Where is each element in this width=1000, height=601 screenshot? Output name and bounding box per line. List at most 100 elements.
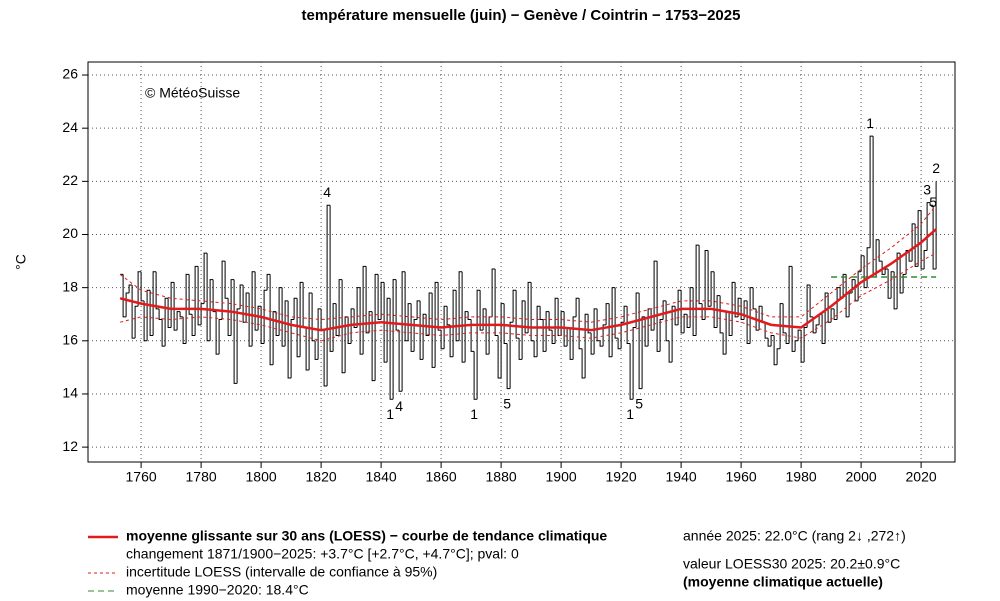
step-segment — [710, 271, 715, 307]
step-segment — [482, 308, 487, 331]
x-tick-label: 1840 — [366, 469, 397, 485]
step-segment — [266, 273, 271, 291]
step-segment — [689, 287, 694, 328]
step-segment — [737, 297, 742, 317]
step-segment — [350, 308, 355, 344]
step-segment — [857, 271, 862, 301]
step-segment — [155, 271, 160, 310]
step-segment — [908, 250, 913, 262]
rank-annotation: 3 — [923, 181, 931, 197]
step-segment — [203, 252, 208, 304]
step-segment — [677, 289, 682, 325]
step-segment — [491, 268, 496, 317]
step-segment — [893, 271, 898, 310]
x-tick-label: 1860 — [426, 469, 457, 485]
step-segment — [197, 266, 202, 326]
step-segment — [593, 308, 598, 355]
step-segment — [302, 282, 307, 329]
step-segment — [428, 292, 433, 336]
step-segment — [212, 279, 217, 313]
step-segment — [410, 303, 415, 352]
step-segment — [590, 332, 595, 355]
step-segment — [776, 348, 781, 365]
step-segment — [734, 282, 739, 318]
step-segment — [824, 292, 829, 344]
step-segment — [752, 287, 757, 310]
step-segment — [356, 287, 361, 328]
step-segment — [311, 292, 316, 342]
y-tick-label: 20 — [62, 225, 78, 241]
ci-lower — [119, 252, 937, 342]
step-segment — [680, 290, 685, 334]
step-segment — [719, 295, 724, 334]
step-segment — [134, 305, 139, 339]
step-segment — [830, 308, 835, 323]
step-segment — [431, 292, 436, 368]
step-segment — [548, 311, 553, 331]
step-segment — [218, 319, 223, 355]
step-segment — [782, 303, 787, 334]
step-segment — [533, 340, 538, 358]
step-segment — [506, 343, 511, 390]
step-segment — [524, 300, 529, 334]
step-segment — [341, 279, 346, 374]
step-segment — [755, 308, 760, 331]
step-segment — [866, 247, 871, 288]
step-segment — [200, 303, 205, 325]
step-segment — [314, 340, 319, 360]
step-segment — [917, 210, 922, 267]
step-segment — [791, 266, 796, 352]
step-segment — [569, 327, 574, 360]
step-segment — [881, 261, 886, 275]
step-segment — [608, 303, 613, 358]
step-segment — [422, 313, 427, 360]
step-segment — [437, 282, 442, 331]
step-segment — [299, 281, 304, 357]
step-segment — [806, 284, 811, 328]
step-segment — [434, 281, 439, 368]
step-segment — [191, 314, 196, 336]
x-tick-label: 1940 — [666, 469, 697, 485]
step-segment — [206, 253, 211, 342]
step-segment — [494, 269, 499, 336]
x-tick-label: 1760 — [126, 469, 157, 485]
step-segment — [665, 300, 670, 342]
step-segment — [581, 348, 586, 379]
step-segment — [458, 271, 463, 341]
step-segment — [584, 313, 589, 379]
step-segment — [140, 271, 145, 302]
step-segment — [764, 322, 769, 339]
step-segment — [779, 303, 784, 349]
x-tick-label: 2000 — [846, 469, 877, 485]
step-segment — [500, 303, 505, 379]
step-segment — [653, 260, 658, 331]
step-segment — [632, 327, 637, 400]
plot-frame — [87, 61, 956, 463]
step-segment — [248, 292, 253, 347]
step-segment — [521, 300, 526, 360]
rank-annotation: 5 — [503, 395, 511, 411]
step-segment — [176, 311, 181, 331]
step-segment — [542, 319, 547, 352]
x-tick-label: 1980 — [786, 469, 817, 485]
x-tick-label: 1800 — [246, 469, 277, 485]
step-segment — [902, 273, 907, 293]
step-segment — [419, 300, 424, 360]
step-segment — [374, 273, 379, 381]
step-segment — [563, 311, 568, 347]
step-segment — [896, 252, 901, 309]
step-segment — [539, 306, 544, 321]
step-segment — [446, 306, 451, 326]
rank-annotation: 1 — [626, 406, 634, 422]
step-segment — [125, 292, 130, 317]
step-segment — [602, 324, 607, 347]
step-segment — [407, 303, 412, 341]
step-segment — [455, 290, 460, 342]
step-segment — [413, 319, 418, 352]
step-segment — [449, 324, 454, 358]
step-segment — [143, 300, 148, 342]
step-segment — [251, 271, 256, 347]
step-segment — [551, 330, 556, 344]
step-segment — [476, 289, 481, 400]
x-tick-label: 2020 — [906, 469, 937, 485]
